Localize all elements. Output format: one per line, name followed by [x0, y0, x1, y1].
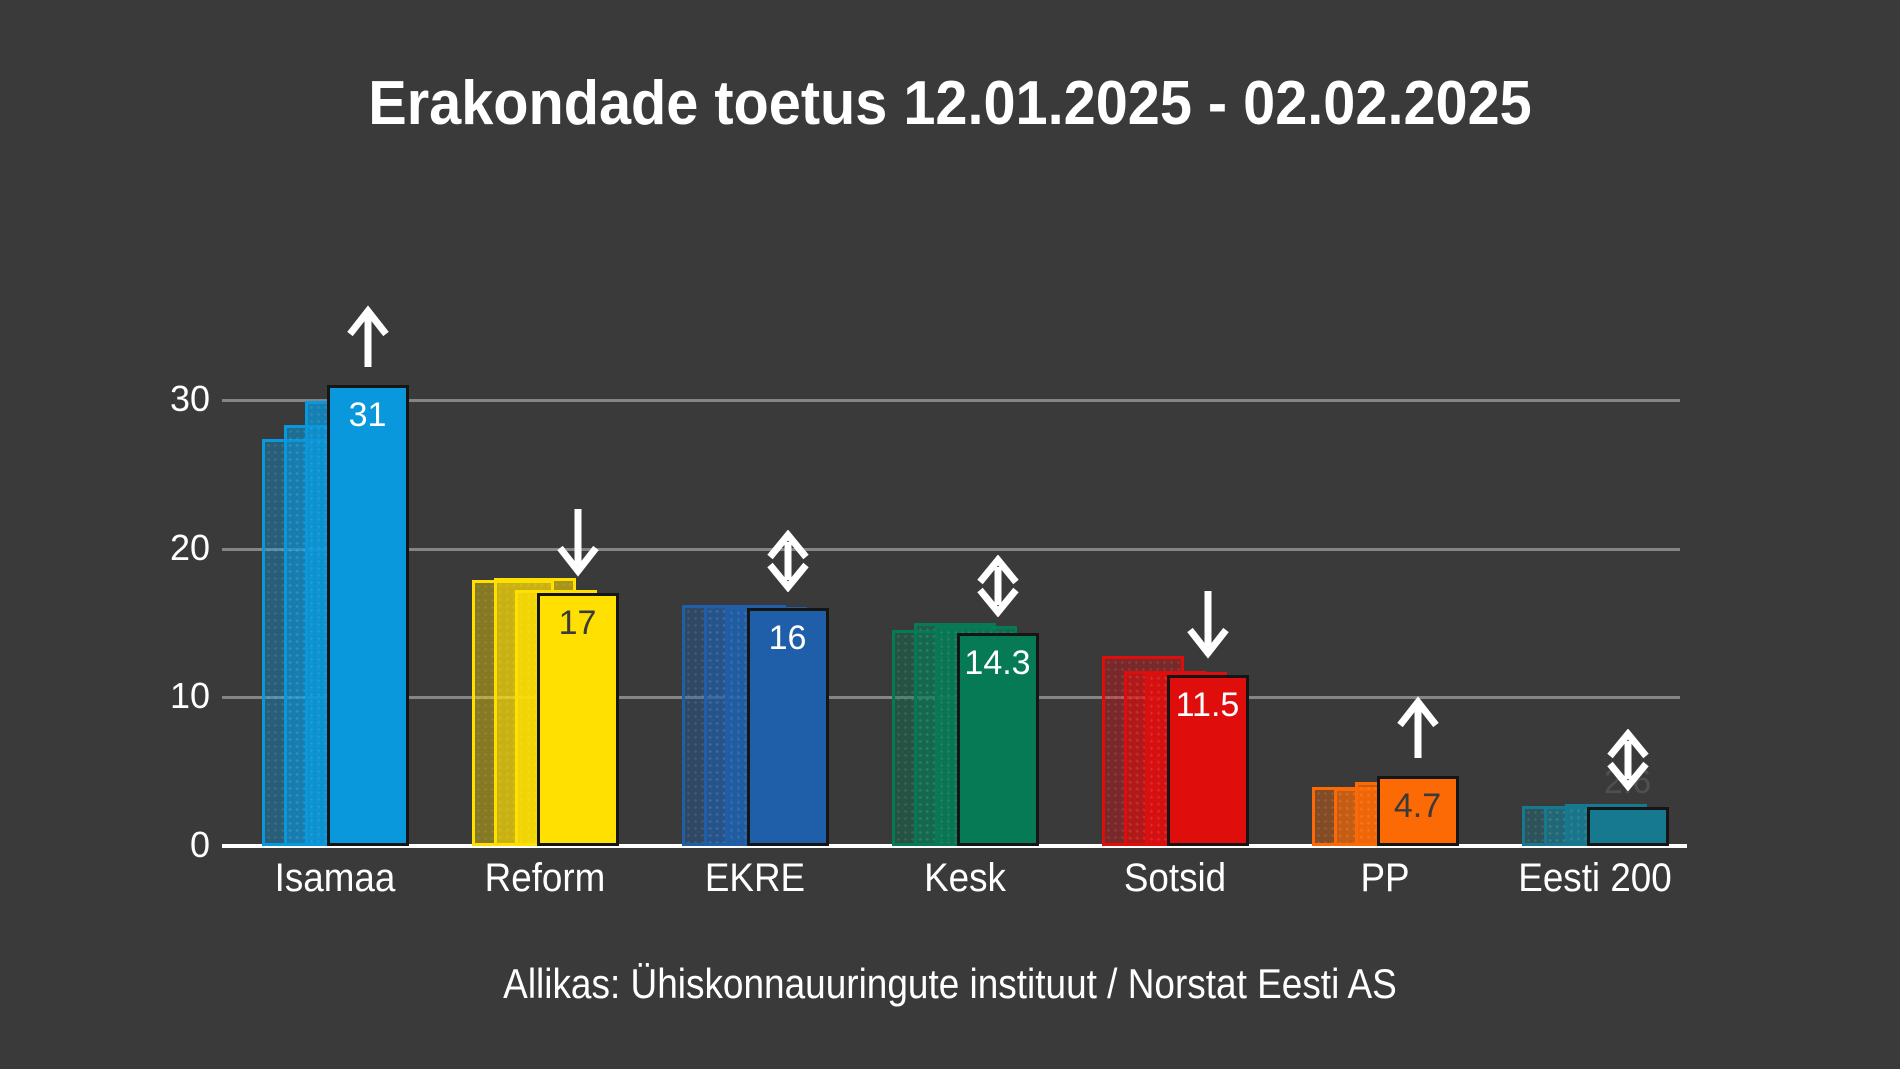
- main-bar: 14.3: [956, 633, 1039, 846]
- x-axis-label: Sotsid: [1123, 856, 1227, 900]
- gridline: [222, 398, 1680, 402]
- trend-up-arrow-icon: [340, 305, 396, 369]
- x-axis-line: [222, 844, 1687, 848]
- bar-value-label: 17: [558, 604, 597, 643]
- source-caption: Allikas: Ühiskonnauuringute instituut / …: [503, 960, 1397, 1007]
- main-bar: 16: [746, 608, 829, 846]
- x-axis-label: Eesti 200: [1518, 856, 1672, 900]
- gridline: [222, 547, 1680, 551]
- x-axis-label: Reform: [484, 856, 606, 900]
- trend-updown-arrow-icon: [1600, 728, 1656, 792]
- trend-down-arrow-icon: [550, 505, 606, 577]
- y-tick-label: 30: [169, 377, 210, 419]
- y-tick-label: 0: [189, 824, 210, 865]
- main-bar: [1586, 807, 1669, 846]
- x-axis-label: EKRE: [704, 856, 806, 900]
- bar-value-label: 31: [348, 396, 387, 435]
- main-bar: 17: [536, 593, 619, 846]
- main-bar: 4.7: [1376, 776, 1459, 846]
- bar-value-label: 16: [768, 619, 807, 658]
- trend-updown-arrow-icon: [760, 529, 816, 593]
- x-axis-label: Kesk: [924, 856, 1006, 900]
- trend-up-arrow-icon: [1390, 696, 1446, 760]
- trend-down-arrow-icon: [1180, 587, 1236, 659]
- bar-value-label: 4.7: [1393, 787, 1442, 826]
- chart-title: Erakondade toetus 12.01.2025 - 02.02.202…: [368, 69, 1532, 138]
- x-axis-label: Isamaa: [274, 856, 396, 900]
- bar-value-label: 14.3: [964, 644, 1031, 683]
- y-tick-label: 10: [169, 675, 210, 717]
- main-bar: 31: [326, 385, 409, 846]
- x-axis-label: PP: [1360, 856, 1410, 900]
- main-bar: 11.5: [1166, 674, 1249, 846]
- y-tick-label: 20: [169, 526, 210, 568]
- bar-value-label: 11.5: [1175, 685, 1240, 724]
- trend-updown-arrow-icon: [970, 554, 1026, 618]
